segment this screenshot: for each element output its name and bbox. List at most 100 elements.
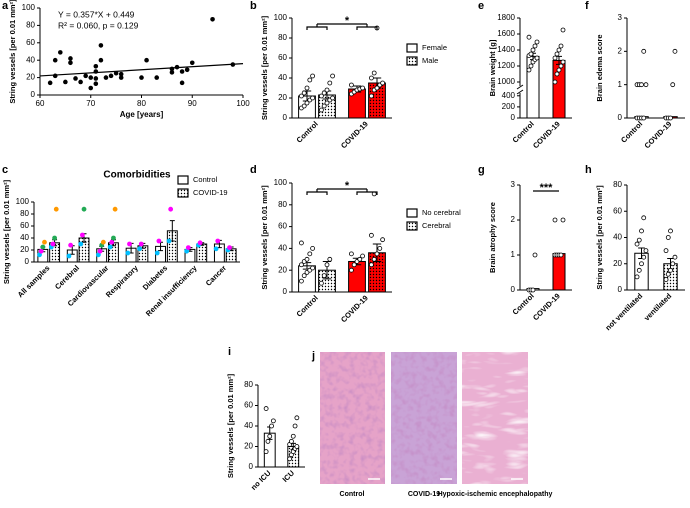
data-point — [552, 79, 558, 85]
scatter-point — [139, 75, 144, 80]
data-point — [526, 67, 532, 73]
scatter-point — [93, 76, 99, 81]
data-point — [672, 48, 678, 54]
legend-swatch — [177, 175, 189, 185]
panel-letter: b — [250, 0, 257, 12]
data-point — [53, 206, 59, 212]
data-point — [270, 418, 276, 424]
data-point — [639, 82, 644, 88]
data-point — [639, 228, 644, 234]
y-axis-label: String vessels [per 0.01 mm²] — [260, 185, 269, 290]
data-point — [380, 80, 386, 86]
data-point — [554, 51, 560, 57]
scatter-point — [103, 75, 109, 80]
data-point — [298, 240, 304, 246]
scatter-point — [93, 81, 99, 86]
y-axis: 0 20 40 60 80 String vessels [per 0.01 mm²] — [226, 373, 259, 478]
data-point — [641, 215, 647, 221]
data-point — [154, 250, 160, 256]
data-point — [324, 100, 330, 106]
x-tick-label: 70 — [86, 99, 95, 108]
image-caption: Control — [340, 491, 365, 498]
panel-letter: c — [2, 164, 8, 176]
data-point — [292, 423, 298, 429]
y-tick-label: 1200 — [497, 61, 515, 70]
x-tick-label: Control — [295, 119, 320, 144]
y-tick-label: 80 — [20, 209, 29, 218]
data-point — [534, 39, 540, 45]
y-axis-label: String vessels [per 0.01 mm²] — [260, 15, 269, 120]
data-point — [665, 235, 671, 240]
data-point — [348, 251, 354, 257]
data-point — [360, 85, 366, 91]
y-tick-label: 100 — [274, 13, 288, 22]
y-tick-label: 60 — [244, 401, 253, 410]
x-axis-label: Age [years] — [120, 110, 164, 119]
data-point — [560, 217, 566, 223]
significance-label: *** — [540, 182, 554, 194]
panel-letter: a — [2, 0, 9, 12]
data-point — [127, 241, 132, 247]
data-point — [287, 456, 293, 462]
y-tick-label: 0 — [249, 462, 254, 471]
legend-label: Female — [422, 43, 447, 52]
scatter-point — [179, 69, 185, 74]
panel-letter: i — [228, 346, 231, 358]
y-tick-label: 40 — [26, 55, 35, 64]
y-tick-label: 20 — [244, 442, 253, 451]
data-point — [215, 238, 221, 244]
data-point — [318, 93, 324, 99]
data-point — [112, 206, 118, 212]
scatter-point — [88, 85, 94, 91]
data-point — [310, 95, 316, 101]
data-point — [672, 254, 678, 260]
data-point — [556, 67, 562, 73]
data-point — [290, 433, 296, 439]
data-point — [377, 245, 383, 251]
y-tick-label: 40 — [278, 244, 287, 253]
data-point — [663, 248, 669, 254]
x-tick-label: Control — [511, 291, 536, 316]
y-tick-label: 0 — [283, 287, 288, 296]
data-point — [197, 240, 203, 246]
scatter-point — [78, 79, 83, 85]
x-tick-label: COVID-19 — [339, 119, 370, 150]
scatter-point — [88, 75, 94, 80]
data-point — [668, 115, 673, 121]
data-point — [639, 261, 644, 267]
scatter-point — [169, 66, 175, 72]
data-point — [554, 71, 560, 77]
data-point — [351, 262, 357, 268]
x-tick-label: ICU — [281, 468, 297, 484]
scatter-point — [154, 75, 160, 80]
data-point — [307, 77, 313, 83]
scatter-point — [83, 73, 88, 79]
y-axis-label: Brain weight [g] — [488, 39, 497, 96]
data-point — [552, 217, 558, 223]
data-point — [327, 80, 333, 86]
y-axis: 0 20 40 60 80 100 String vessels [per 0.01 mm²… — [8, 0, 41, 104]
y-tick-label: 100 — [274, 178, 288, 187]
data-point — [528, 63, 534, 69]
legend-label: COVID-19 — [193, 188, 228, 197]
x-tick-label: 90 — [188, 99, 197, 108]
y-axis-label: String vessels [per 0.01 mm²] — [8, 0, 17, 104]
x-tick-label: not ventilated — [603, 291, 644, 332]
panel-letter: j — [311, 350, 315, 362]
scatter-point — [108, 73, 114, 79]
x-tick-label: COVID-19 — [339, 293, 370, 324]
image-caption: Hypoxic-ischemic encephalopathy — [438, 491, 553, 498]
scatter-point — [93, 63, 99, 69]
data-point — [109, 239, 115, 245]
y-tick-label: 0 — [31, 90, 36, 99]
x-tick-label: Renal insufficiency — [144, 263, 199, 318]
y-tick-label: 0 — [618, 285, 623, 294]
scatter-point — [52, 73, 58, 79]
data-point — [360, 253, 366, 259]
image-caption: COVID-19 — [408, 491, 440, 498]
data-point — [318, 107, 324, 113]
data-point — [380, 237, 386, 243]
data-point — [530, 287, 536, 293]
y-tick-label: 0 — [511, 113, 516, 122]
scatter-point — [210, 17, 215, 22]
